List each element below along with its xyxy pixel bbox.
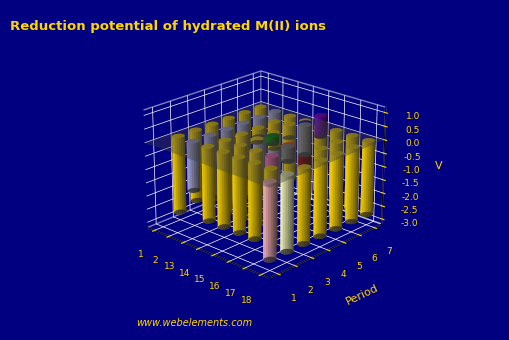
Y-axis label: Period: Period (344, 283, 379, 307)
Text: Reduction potential of hydrated M(II) ions: Reduction potential of hydrated M(II) io… (10, 20, 326, 33)
Text: www.webelements.com: www.webelements.com (135, 318, 251, 328)
